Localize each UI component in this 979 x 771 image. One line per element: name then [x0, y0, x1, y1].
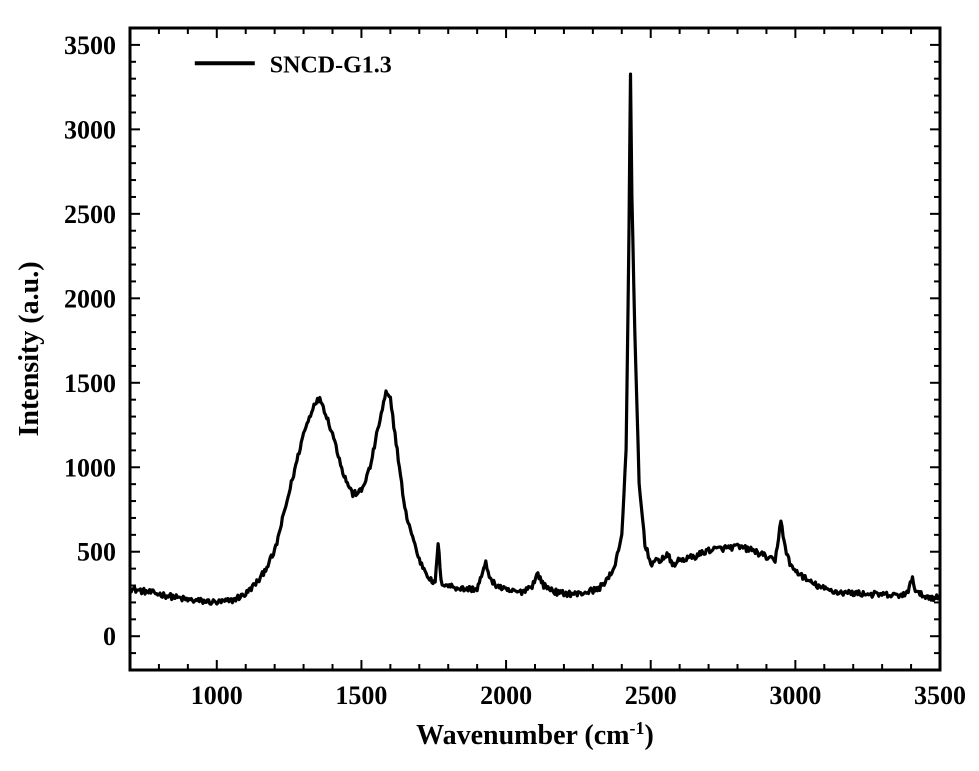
y-tick-label: 500	[77, 538, 116, 567]
y-tick-label: 2000	[64, 284, 116, 313]
y-tick-label: 1500	[64, 369, 116, 398]
chart-svg: 1000 1500 2000 2500 3000 3500 0 500 1000 1500 2000…	[0, 0, 979, 771]
x-tick-label: 1500	[335, 681, 387, 710]
x-tick-label: 1000	[191, 681, 243, 710]
spectrum-chart: 1000 1500 2000 2500 3000 3500 0 500 1000 1500 2000…	[0, 0, 979, 771]
x-tick-label: 2000	[480, 681, 532, 710]
y-tick-label: 3000	[64, 115, 116, 144]
y-tick-label: 0	[103, 622, 116, 651]
y-tick-label: 3500	[64, 31, 116, 60]
x-axis-label: Wavenumber (cm-1)	[416, 718, 654, 751]
x-tick-label: 2500	[625, 681, 677, 710]
legend-label: SNCD-G1.3	[270, 52, 392, 78]
x-tick-label: 3000	[769, 681, 821, 710]
y-tick-label: 1000	[64, 453, 116, 482]
y-axis-label: Intensity (a.u.)	[14, 261, 45, 436]
y-tick-label: 2500	[64, 200, 116, 229]
x-tick-label: 3500	[914, 681, 966, 710]
